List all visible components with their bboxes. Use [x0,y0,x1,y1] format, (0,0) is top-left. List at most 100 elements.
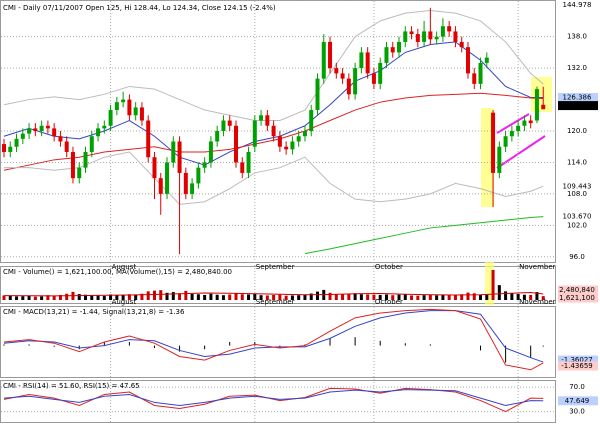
volume-bar [522,294,526,300]
volume-bar [165,292,169,300]
candle-body [146,120,151,158]
candle-body [403,31,408,42]
candle-body [240,162,245,173]
candle-body [39,125,44,131]
rsi-panel [0,380,556,423]
candle-body [409,31,414,35]
volume-bar [221,295,225,300]
volume-bar [8,295,12,300]
value-tag-box [558,396,598,406]
candle-body [534,89,539,121]
candle-body [309,110,314,131]
candle-body [453,31,458,42]
volume-bar [134,294,138,300]
volume-bar [209,293,213,300]
value-tag: -1.36027 [561,356,592,364]
candle-body [171,141,176,163]
volume-bar [441,294,445,300]
candle-body [434,36,439,40]
candle-body [114,102,119,111]
volume-bar [2,295,6,300]
candle-body [290,141,295,150]
volume-bar [127,294,131,300]
candle-body [215,131,220,142]
candle-body [190,183,195,194]
volume-bar [416,295,420,300]
overlay-line [4,151,544,205]
volume-bar [535,292,539,300]
candle-body [127,99,132,116]
volume-ma-line [3,292,544,297]
volume-bar [77,294,81,300]
volume-bar [334,294,338,300]
value-tag-box [558,212,598,222]
volume-bar [259,295,263,300]
candle-body [14,138,19,147]
volume-bar [40,296,44,300]
candle-body [321,41,326,79]
volume-bar [516,294,520,300]
candle-body [378,62,383,84]
value-tag: 47.649 [565,397,590,405]
candle-body [102,125,107,129]
volume-bar [359,294,363,300]
volume-bar [240,294,244,300]
candle-body [371,73,376,84]
value-tag-box [558,361,598,371]
volume-bar [328,292,332,300]
panel-title: CMI - Volume() = 1,621,100.00, MA(Volume… [3,268,232,276]
candle-body [277,136,282,147]
volume-bar [447,295,451,300]
value-tag: 1,621,100 [559,294,595,302]
candle-body [27,128,32,134]
candle-body [328,41,333,69]
volume-bar [497,285,501,300]
volume-bar [290,295,294,300]
candle-body [541,104,546,110]
candle-body [384,47,389,63]
volume-bar [297,295,301,300]
candle-body [472,73,477,84]
volume-bar [52,295,56,300]
volume-bar [84,294,88,300]
value-tag-box [558,93,598,103]
candle-body [422,31,427,42]
candle-body [271,125,276,137]
volume-bar [410,295,414,300]
volume-bar [140,293,144,300]
candle-body [447,26,452,32]
candle-body [415,34,420,42]
volume-bar [196,294,200,300]
candle-body [252,120,257,147]
candle-body [158,178,163,194]
candle-body [334,68,339,74]
volume-bar [397,294,401,300]
candle-body [365,52,370,74]
candle-body [70,151,75,179]
y-tick-label: 108.0 [567,190,587,198]
y-tick-label: 144.978 [563,1,592,9]
candle-body [2,144,6,152]
candle-body [33,128,38,131]
value-tag-box [558,355,598,365]
candle-body [397,41,402,53]
volume-bar [541,296,545,300]
volume-bar [178,293,182,300]
volume-bar [378,294,382,300]
volume-bar [115,295,119,300]
value-tag: 126.386 [563,94,592,102]
y-tick-label: 114.0 [567,158,587,166]
indicator-line [3,310,544,363]
volume-bar [109,294,113,300]
volume-bar [479,294,483,300]
volume-bar [90,295,94,300]
overlay-line [304,216,544,255]
volume-bar [171,292,175,300]
candle-body [478,62,483,84]
volume-bar [247,294,251,300]
candle-body [89,136,94,152]
volume-bar [428,294,432,300]
x-tick-label: October [375,298,403,306]
candle-body [340,73,345,79]
